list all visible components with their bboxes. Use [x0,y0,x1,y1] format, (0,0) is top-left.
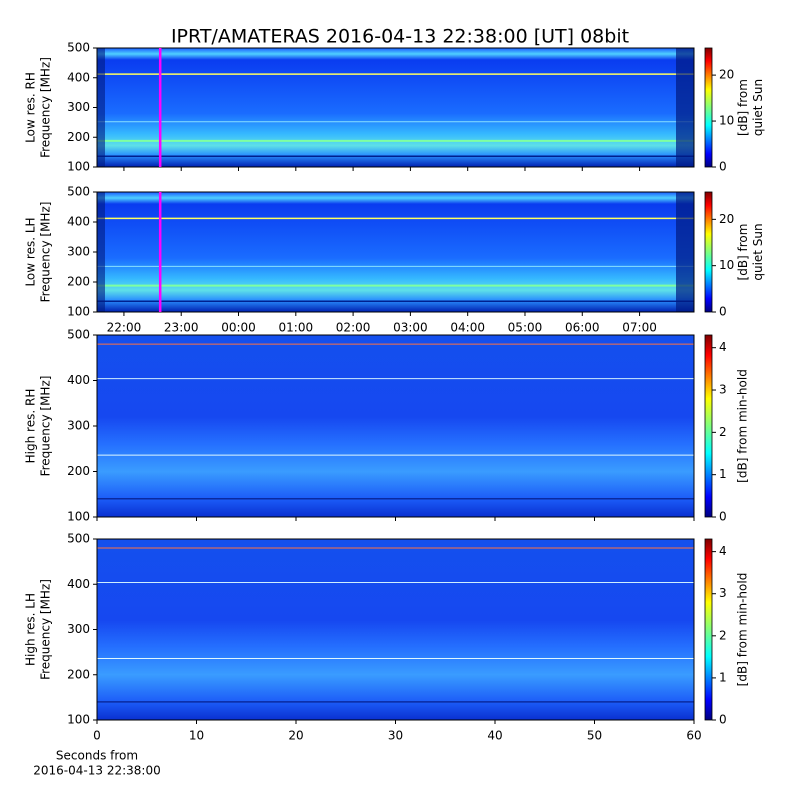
y-tick-label: 300 [67,100,90,114]
colorbar: 0 10 20[dB] from quiet Sun [704,47,765,174]
colorbar-label: quiet Sun [751,79,765,136]
y-axis-label: High res. RH [24,389,38,464]
colorbar-tick-label: 10 [719,114,734,128]
x-tick-label: 05:00 [508,321,543,335]
y-tick-label: 200 [67,464,90,478]
y-tick-label: 400 [67,373,90,387]
spectrogram-edge [676,48,694,167]
colorbar-tick-label: 0 [719,160,727,174]
y-axis-label: Low res. LH [24,217,38,286]
x-tick-label: 40 [487,729,502,743]
y-axis-label: Frequency [MHz] [39,202,53,303]
y-tick-label: 400 [67,70,90,84]
axes: 100 200 300 400 500 0 10 20 30 40 50 60 High res. LH… [24,532,702,778]
spectrogram-image [97,192,694,312]
x-tick-label: 00:00 [221,321,256,335]
colorbar-label: [dB] from min-hold [736,369,750,483]
x-tick-label: 02:00 [336,321,371,335]
colorbar: 0 1 2 3 4 [dB] from min-hold [704,538,750,727]
x-axis-label: Seconds from [56,749,138,763]
colorbar: 0 1 2 3 4 [dB] from min-hold [704,334,750,524]
colorbar: 0 10 20[dB] from quiet Sun [704,191,765,319]
spectrogram-edge [97,48,105,167]
y-axis-label: Frequency [MHz] [39,376,53,477]
spectrogram-image [97,539,694,720]
y-tick-label: 100 [67,160,90,174]
colorbar-tick-label: 3 [719,586,727,600]
y-tick-label: 100 [67,713,90,727]
y-tick-label: 300 [67,419,90,433]
colorbar-tick-label: 20 [719,68,734,82]
x-tick-label: 03:00 [393,321,428,335]
colorbar-tick-label: 2 [719,628,727,642]
colorbar-tick-label: 2 [719,425,727,439]
x-tick-label: 10 [189,729,204,743]
colorbar-tick-label: 0 [719,305,727,319]
colorbar-tick-label: 0 [719,510,727,524]
x-tick-label: 23:00 [164,321,199,335]
spectrogram-image [97,335,694,517]
y-tick-label: 400 [67,577,90,591]
x-tick-label: 50 [587,729,602,743]
x-tick-label: 22:00 [107,321,142,335]
y-tick-label: 300 [67,245,90,259]
colorbar-gradient [704,538,713,721]
colorbar-label: [dB] from [736,79,750,136]
x-axis-label: 2016-04-13 22:38:00 [33,764,160,778]
y-tick-label: 500 [67,532,90,546]
figure-title: IPRT/AMATERAS 2016-04-13 22:38:00 [UT] 0… [171,26,629,48]
colorbar-label: quiet Sun [751,223,765,280]
y-tick-label: 200 [67,130,90,144]
colorbar-label: [dB] from min-hold [736,573,750,687]
axes: 100 200 300 400 500 High res. RH Frequency [MH… [24,328,695,524]
y-tick-label: 400 [67,215,90,229]
y-axis-label: High res. LH [24,593,38,666]
y-tick-label: 500 [67,328,90,342]
x-tick-label: 07:00 [622,321,657,335]
axes: 100 200 300 400 500 22:00 23:00 00:00 01:00 02:00… [24,185,695,335]
x-tick-label: 60 [686,729,701,743]
y-tick-label: 500 [67,185,90,199]
y-tick-label: 200 [67,275,90,289]
y-axis-label: Frequency [MHz] [39,57,53,158]
y-axis-label: Frequency [MHz] [39,579,53,680]
colorbar-tick-label: 10 [719,258,734,272]
colorbar-gradient [704,47,713,168]
colorbar-tick-label: 3 [719,383,727,397]
x-tick-label: 04:00 [450,321,485,335]
spectrogram-edge [676,192,694,312]
colorbar-gradient [704,191,713,313]
spectrogram-image [97,48,694,167]
y-axis-label: Low res. RH [24,72,38,143]
y-tick-label: 100 [67,510,90,524]
x-tick-label: 30 [388,729,403,743]
colorbar-label: [dB] from [736,224,750,281]
colorbar-tick-label: 4 [719,340,727,354]
spectrogram-edge [97,192,105,312]
x-tick-label: 20 [288,729,303,743]
x-tick-label: 01:00 [279,321,314,335]
colorbar-tick-label: 4 [719,544,727,558]
x-tick-label: 0 [93,729,101,743]
colorbar-tick-label: 0 [719,713,727,727]
colorbar-tick-label: 1 [719,670,727,684]
x-tick-label: 06:00 [565,321,600,335]
y-tick-label: 500 [67,41,90,55]
colorbar-tick-label: 1 [719,467,727,481]
axes: 100 200 300 400 500 Low res. RH Frequency [MHz… [24,41,695,174]
y-tick-label: 100 [67,305,90,319]
colorbar-gradient [704,334,713,518]
colorbar-tick-label: 20 [719,212,734,226]
y-tick-label: 300 [67,622,90,636]
y-tick-label: 200 [67,667,90,681]
